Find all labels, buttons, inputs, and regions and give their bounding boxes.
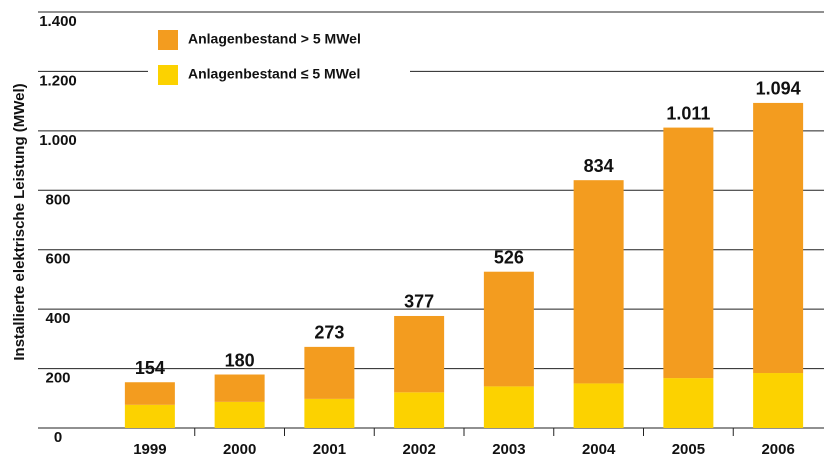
y-tick-label: 800 bbox=[45, 191, 70, 208]
bar-segment bbox=[304, 398, 355, 428]
bar-segment bbox=[573, 383, 624, 428]
total-label: 834 bbox=[584, 156, 614, 176]
legend-label: Anlagenbestand > 5 MWel bbox=[188, 31, 361, 47]
x-tick-label: 2001 bbox=[313, 441, 346, 458]
x-tick-label: 2000 bbox=[223, 441, 256, 458]
x-tick-label: 1999 bbox=[133, 441, 166, 458]
total-label: 1.094 bbox=[756, 79, 801, 99]
total-label: 526 bbox=[494, 247, 524, 267]
bar-segment bbox=[483, 386, 534, 428]
total-label: 180 bbox=[225, 350, 255, 370]
x-tick-label: 2002 bbox=[402, 441, 435, 458]
bar-segment bbox=[124, 404, 175, 428]
y-tick-label: 200 bbox=[45, 370, 70, 387]
x-tick-label: 2003 bbox=[492, 441, 525, 458]
legend-swatch bbox=[158, 65, 178, 85]
bar-segment bbox=[663, 127, 714, 379]
bar-segment bbox=[394, 392, 445, 428]
bar-segment bbox=[214, 401, 265, 428]
y-tick-label: 0 bbox=[54, 429, 62, 446]
total-label: 1.011 bbox=[666, 103, 710, 123]
legend-label: Anlagenbestand ≤ 5 MWel bbox=[188, 66, 360, 82]
bar-segment bbox=[483, 271, 534, 387]
y-tick-label: 400 bbox=[45, 310, 70, 327]
bar-segment bbox=[394, 315, 445, 393]
total-label: 377 bbox=[404, 292, 434, 312]
legend-swatch bbox=[158, 30, 178, 50]
legend-box bbox=[148, 20, 410, 98]
x-tick-label: 2006 bbox=[761, 441, 794, 458]
x-tick-label: 2005 bbox=[672, 441, 705, 458]
y-tick-label: 1.200 bbox=[39, 72, 77, 89]
bar-segment bbox=[124, 382, 175, 405]
y-axis-label: Installierte elektrische Leistung (MWel) bbox=[11, 83, 28, 360]
total-label: 273 bbox=[314, 323, 344, 343]
total-label: 154 bbox=[135, 358, 165, 378]
bar-segment bbox=[663, 378, 714, 428]
bar-segment bbox=[214, 374, 265, 402]
bar-segment bbox=[753, 102, 804, 374]
y-tick-label: 600 bbox=[45, 251, 70, 268]
y-tick-label: 1.400 bbox=[39, 13, 77, 30]
bar-segment bbox=[304, 346, 355, 399]
x-tick-label: 2004 bbox=[582, 441, 616, 458]
y-tick-label: 1.000 bbox=[39, 132, 77, 149]
bar-segment bbox=[573, 180, 624, 384]
bar-segment bbox=[753, 373, 804, 428]
